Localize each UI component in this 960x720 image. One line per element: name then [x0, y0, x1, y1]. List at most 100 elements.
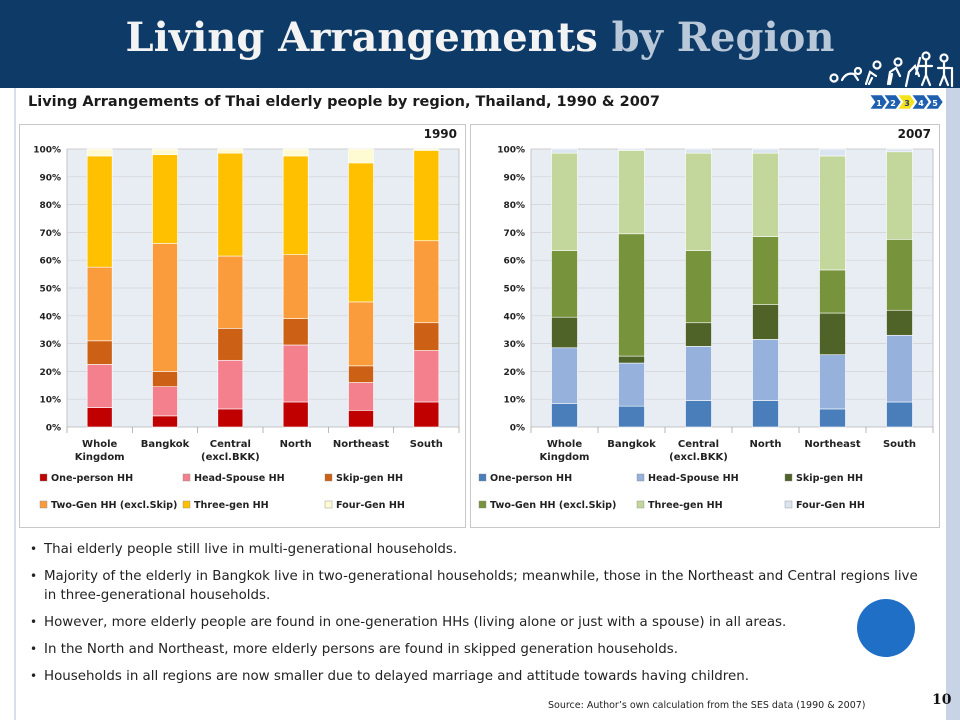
bar-segment [819, 354, 846, 410]
x-tick-label: Whole [547, 439, 582, 450]
bar-segment [685, 250, 712, 324]
x-tick-label: South [410, 439, 443, 450]
legend-label: Head-Spouse HH [648, 473, 739, 484]
bar-segment [819, 312, 846, 356]
y-tick-label: 50% [503, 285, 525, 295]
bullet-item: However, more elderly people are found i… [30, 613, 930, 632]
y-tick-label: 70% [39, 229, 61, 239]
bar-segment [685, 346, 712, 401]
bar-segment [618, 405, 645, 428]
bar-segment [86, 155, 113, 268]
y-tick-label: 40% [503, 312, 525, 322]
bar-segment [282, 401, 309, 428]
y-tick-label: 80% [39, 201, 61, 211]
step-marker [897, 94, 916, 110]
legend-swatch [478, 473, 487, 482]
legend-label: Four-Gen HH [796, 500, 865, 511]
bar-segment [551, 403, 578, 428]
bar-segment [348, 365, 374, 383]
bar-segment [685, 400, 712, 428]
bar-segment [152, 371, 178, 387]
x-tick-label: North [749, 439, 781, 450]
page-number: 10 [932, 692, 952, 708]
y-tick-label: 50% [39, 285, 61, 295]
y-tick-label: 90% [503, 173, 525, 183]
bar-segment [86, 266, 113, 342]
bullet-item: Thai elderly people still live in multi-… [30, 540, 930, 559]
bar-segment [413, 240, 440, 324]
legend-swatch [478, 500, 487, 509]
bullet-item: In the North and Northeast, more elderly… [30, 640, 930, 659]
header-banner [0, 0, 960, 88]
bar-segment [282, 148, 309, 157]
legend-label: Skip-gen HH [336, 473, 403, 484]
bar-segment [413, 148, 440, 151]
x-tick-label: Central [210, 439, 251, 450]
title-part2: by Region [611, 14, 835, 61]
legend-label: Skip-gen HH [796, 473, 863, 484]
bar-segment [752, 152, 779, 237]
legend-swatch [182, 473, 191, 482]
y-tick-label: 30% [503, 340, 525, 350]
bar-segment [86, 340, 113, 365]
bar-segment [886, 334, 913, 403]
bar-segment [752, 304, 779, 340]
bar-segment [348, 410, 374, 428]
chart-2007: 2007 0% 10% 20% 30% 40% 50% 60% 70% 80% 90% 100% Who… [470, 124, 940, 528]
bar-segment [86, 148, 113, 157]
legend-swatch [636, 473, 645, 482]
legend-label: Three-gen HH [194, 500, 269, 511]
legend-label: Four-Gen HH [336, 500, 405, 511]
y-tick-label: 0% [46, 424, 61, 434]
bar-segment [282, 155, 309, 255]
step-marker [911, 94, 930, 110]
bar-segment [618, 150, 645, 235]
bar-segment [86, 407, 113, 428]
bar-segment [348, 148, 374, 164]
legend-label: Head-Spouse HH [194, 473, 285, 484]
x-tick-label: Kingdom [75, 452, 125, 463]
x-tick-label: (excl.BKK) [201, 452, 260, 463]
blue-circle-decoration [857, 599, 915, 657]
bar-segment [152, 148, 178, 155]
bar-segment [152, 154, 178, 244]
legend-label: One-person HH [51, 473, 133, 484]
bullet-list: Thai elderly people still live in multi-… [30, 540, 930, 694]
step-label: 5 [932, 99, 938, 108]
bar-segment [217, 328, 244, 361]
x-tick-label: Bangkok [607, 439, 656, 450]
y-tick-label: 20% [39, 368, 61, 378]
left-accent-line [14, 88, 16, 720]
bar-segment [217, 359, 244, 410]
bar-segment [886, 239, 913, 311]
step-label: 3 [904, 99, 910, 108]
chart-subtitle: Living Arrangements of Thai elderly peop… [28, 94, 660, 110]
right-accent-bar [946, 88, 960, 720]
bar-segment [282, 254, 309, 319]
bar-segment [348, 382, 374, 411]
bar-segment [886, 151, 913, 240]
legend-swatch [39, 473, 48, 482]
step-label: 2 [890, 99, 896, 108]
bar-segment [819, 155, 846, 271]
legend-swatch [636, 500, 645, 509]
bar-segment [551, 250, 578, 318]
bar-segment [752, 236, 779, 305]
step-marker [870, 94, 888, 110]
bar-segment [152, 415, 178, 428]
legend-label: One-person HH [490, 473, 572, 484]
legend-swatch [324, 473, 333, 482]
x-tick-label: (excl.BKK) [669, 452, 728, 463]
x-tick-label: Northeast [333, 439, 390, 450]
y-tick-label: 100% [497, 146, 525, 156]
chart-title: 1990 [424, 127, 457, 141]
y-tick-label: 10% [503, 396, 525, 406]
step-label: 1 [876, 99, 882, 108]
bullet-item: Majority of the elderly in Bangkok live … [30, 567, 930, 605]
bar-segment [886, 309, 913, 336]
bar-segment [348, 162, 374, 303]
step-label: 4 [918, 99, 924, 108]
legend-swatch [784, 500, 793, 509]
page-title: Living Arrangements by Region [0, 14, 960, 61]
